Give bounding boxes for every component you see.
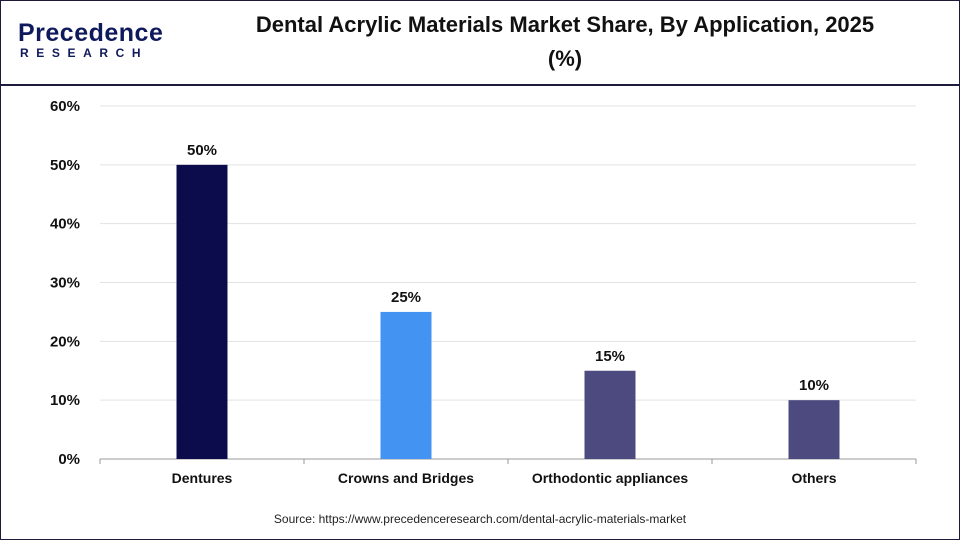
bar [380, 311, 432, 459]
x-category-label: Others [791, 470, 836, 486]
x-category-label: Orthodontic appliances [532, 470, 689, 486]
y-tick-label: 40% [50, 216, 80, 233]
y-tick-label: 10% [50, 392, 80, 409]
header: Precedence RESEARCH Dental Acrylic Mater… [0, 0, 960, 86]
logo-subtitle: RESEARCH [20, 46, 149, 60]
y-tick-label: 50% [50, 157, 80, 174]
bar [176, 164, 228, 460]
y-tick-label: 0% [58, 451, 80, 468]
x-category-label: Dentures [172, 470, 233, 486]
bar [788, 400, 840, 459]
y-tick-label: 60% [50, 98, 80, 115]
data-label: 15% [595, 348, 625, 365]
data-label: 25% [391, 289, 421, 306]
chart-title: Dental Acrylic Materials Market Share, B… [170, 8, 960, 76]
data-label: 50% [187, 142, 217, 159]
logo-wordmark: Precedence [18, 19, 164, 47]
source-note: Source: https://www.precedenceresearch.c… [273, 512, 687, 526]
bar [584, 370, 636, 459]
chart-title-line2: (%) [547, 46, 583, 71]
x-category-label: Crowns and Bridges [338, 470, 474, 486]
precedence-research-logo: Precedence RESEARCH [18, 20, 163, 62]
chart-title-line1: Dental Acrylic Materials Market Share, B… [255, 12, 875, 37]
data-label: 10% [799, 377, 829, 394]
y-tick-label: 20% [50, 333, 80, 350]
y-tick-label: 30% [50, 275, 80, 292]
